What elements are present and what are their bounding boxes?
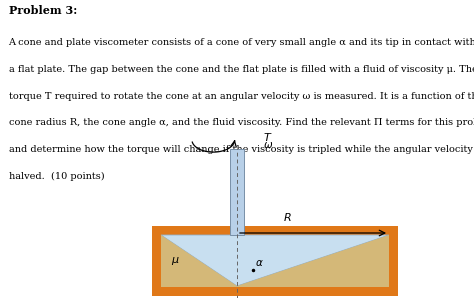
Text: and determine how the torque will change if the viscosity is tripled while the a: and determine how the torque will change… [9, 145, 474, 154]
Text: $R$: $R$ [283, 211, 292, 223]
Text: A cone and plate viscometer consists of a cone of very small angle α and its tip: A cone and plate viscometer consists of … [9, 38, 474, 47]
Polygon shape [161, 235, 237, 287]
Text: halved.  (10 points): halved. (10 points) [9, 172, 104, 181]
Polygon shape [237, 235, 389, 287]
Bar [161, 235, 389, 287]
Polygon shape [161, 235, 389, 286]
Bar [152, 226, 398, 296]
Text: $\omega$: $\omega$ [263, 140, 273, 150]
Text: $\mu$: $\mu$ [171, 255, 180, 267]
Bar [230, 149, 244, 235]
Text: Problem 3:: Problem 3: [9, 5, 77, 16]
Text: a flat plate. The gap between the cone and the flat plate is filled with a fluid: a flat plate. The gap between the cone a… [9, 65, 474, 74]
Text: $T$: $T$ [263, 131, 273, 142]
Text: cone radius R, the cone angle α, and the fluid viscosity. Find the relevant Π te: cone radius R, the cone angle α, and the… [9, 118, 474, 128]
Text: torque T required to rotate the cone at an angular velocity ω is measured. It is: torque T required to rotate the cone at … [9, 91, 474, 101]
Text: $\alpha$: $\alpha$ [255, 258, 264, 268]
